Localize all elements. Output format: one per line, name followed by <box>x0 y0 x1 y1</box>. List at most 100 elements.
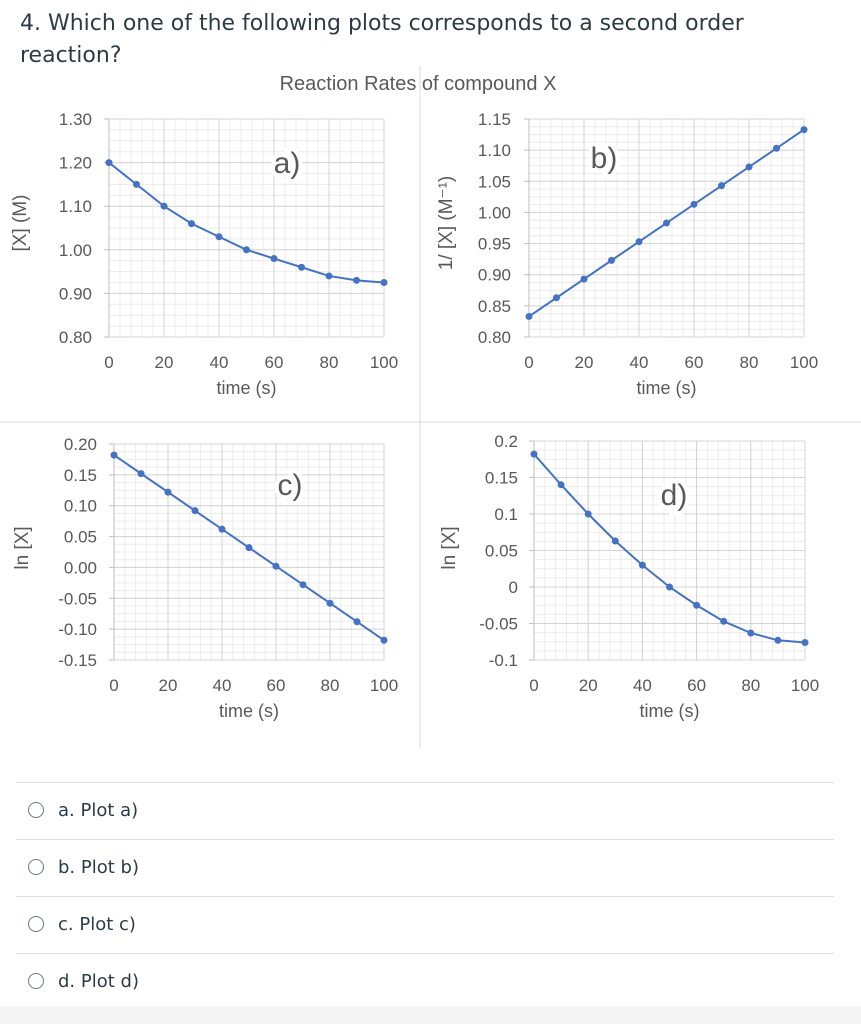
option-c-radio[interactable] <box>28 916 44 932</box>
data-point <box>137 470 145 478</box>
x-tick-label: 0 <box>529 676 538 695</box>
y-tick-label: 0.10 <box>64 497 97 516</box>
x-axis-label: time (s) <box>217 378 277 398</box>
data-point <box>245 544 253 552</box>
y-tick-label: -0.15 <box>58 651 97 670</box>
data-point <box>133 180 140 188</box>
x-tick-label: 60 <box>685 353 704 372</box>
x-tick-label: 20 <box>579 676 598 695</box>
x-tick-label: 60 <box>267 676 286 695</box>
chart-figure: Reaction Rates of compound X 1.30 1.20 1.10… <box>0 58 861 768</box>
data-point <box>218 525 226 533</box>
data-point <box>353 276 360 284</box>
data-point <box>326 599 334 607</box>
y-tick-label: 1.10 <box>478 141 511 160</box>
y-tick-label: 1.00 <box>59 241 92 260</box>
data-point <box>110 451 118 459</box>
data-point <box>270 255 278 263</box>
data-point <box>353 618 361 626</box>
x-tick-label: 100 <box>370 353 398 372</box>
y-tick-label: 0.15 <box>64 466 97 485</box>
data-point <box>666 583 673 591</box>
x-tick-label: 100 <box>791 676 819 695</box>
data-point <box>164 488 172 496</box>
y-axis-label: [X] (M) <box>10 195 31 252</box>
data-point <box>720 617 728 625</box>
figure-title: Reaction Rates of compound X <box>280 73 557 95</box>
option-divider <box>16 953 834 954</box>
data-point <box>299 581 307 589</box>
y-tick-label: -0.1 <box>489 651 518 670</box>
y-tick-label: 0.85 <box>478 297 511 316</box>
y-tick-label: 1.00 <box>478 203 511 222</box>
data-point <box>611 537 619 545</box>
data-point <box>298 263 305 271</box>
data-point <box>215 233 223 241</box>
data-point <box>160 202 168 210</box>
data-point <box>774 636 782 644</box>
data-point <box>608 256 615 264</box>
data-point <box>773 144 780 152</box>
data-point <box>553 294 560 302</box>
y-axis-label: ln [X] <box>12 526 33 569</box>
x-axis-label: time (s) <box>219 701 279 721</box>
option-a[interactable]: a. Plot a) <box>28 795 138 825</box>
panel-label: c) <box>278 469 303 502</box>
panel-label: d) <box>661 479 688 512</box>
x-tick-label: 0 <box>104 353 113 372</box>
data-point <box>690 200 698 208</box>
plot-panel-c: 0.20 0.15 0.10 0.05 0.00 -0.05 -0.10 -0.15 0 20 40… <box>12 435 398 721</box>
y-axis-label: 1/ [X] (M⁻¹) <box>436 176 457 270</box>
data-point <box>718 182 725 190</box>
option-b-label: b. Plot b) <box>58 856 139 878</box>
x-tick-label: 40 <box>633 676 652 695</box>
x-tick-label: 20 <box>575 353 594 372</box>
x-tick-label: 20 <box>155 353 174 372</box>
y-tick-label: 1.10 <box>59 197 92 216</box>
option-d[interactable]: d. Plot d) <box>28 966 139 996</box>
option-c[interactable]: c. Plot c) <box>28 909 136 939</box>
option-divider <box>16 896 834 897</box>
data-point <box>105 159 113 167</box>
data-point <box>747 629 755 637</box>
x-tick-label: 0 <box>524 353 533 372</box>
plot-panel-b: 1.15 1.10 1.05 1.00 0.95 0.90 0.85 0.80 0 20 40 60 8… <box>436 110 818 398</box>
option-c-label: c. Plot c) <box>58 913 136 935</box>
y-tick-label: 0.1 <box>494 505 518 524</box>
data-point <box>663 219 670 227</box>
data-point <box>693 601 701 609</box>
option-d-radio[interactable] <box>28 973 44 989</box>
panel-label: a) <box>274 147 301 180</box>
y-tick-label: 0.00 <box>64 558 97 577</box>
x-tick-label: 100 <box>370 676 398 695</box>
x-tick-label: 80 <box>741 676 760 695</box>
x-axis-label: time (s) <box>640 701 700 721</box>
option-divider <box>16 839 834 840</box>
data-point <box>243 246 250 254</box>
data-point <box>638 561 646 569</box>
y-tick-label: -0.05 <box>479 615 518 634</box>
data-point <box>801 638 809 646</box>
data-point <box>188 220 195 228</box>
series-line <box>108 161 385 284</box>
y-tick-label: 0.80 <box>59 328 92 347</box>
y-tick-label: 1.20 <box>59 154 92 173</box>
y-tick-label: 1.30 <box>59 110 92 129</box>
chart-svg: Reaction Rates of compound X 1.30 1.20 1.10… <box>0 66 861 748</box>
y-tick-label: 0.15 <box>485 469 518 488</box>
data-point <box>325 272 333 280</box>
data-point <box>272 562 280 570</box>
plot-panel-a: 1.30 1.20 1.10 1.00 0.90 0.80 0 20 40 60 80 100 time… <box>10 110 398 398</box>
x-tick-label: 60 <box>687 676 706 695</box>
y-tick-label: 0.2 <box>494 432 518 451</box>
option-b-radio[interactable] <box>28 859 44 875</box>
option-b[interactable]: b. Plot b) <box>28 852 139 882</box>
x-axis-label: time (s) <box>637 378 697 398</box>
x-tick-label: 40 <box>213 676 232 695</box>
option-divider <box>16 782 834 783</box>
y-tick-label: 0.20 <box>64 435 97 454</box>
question-text: 4. Which one of the following plots corr… <box>20 11 744 68</box>
option-a-radio[interactable] <box>28 802 44 818</box>
y-axis-label: ln [X] <box>439 526 460 569</box>
data-point <box>530 450 538 458</box>
